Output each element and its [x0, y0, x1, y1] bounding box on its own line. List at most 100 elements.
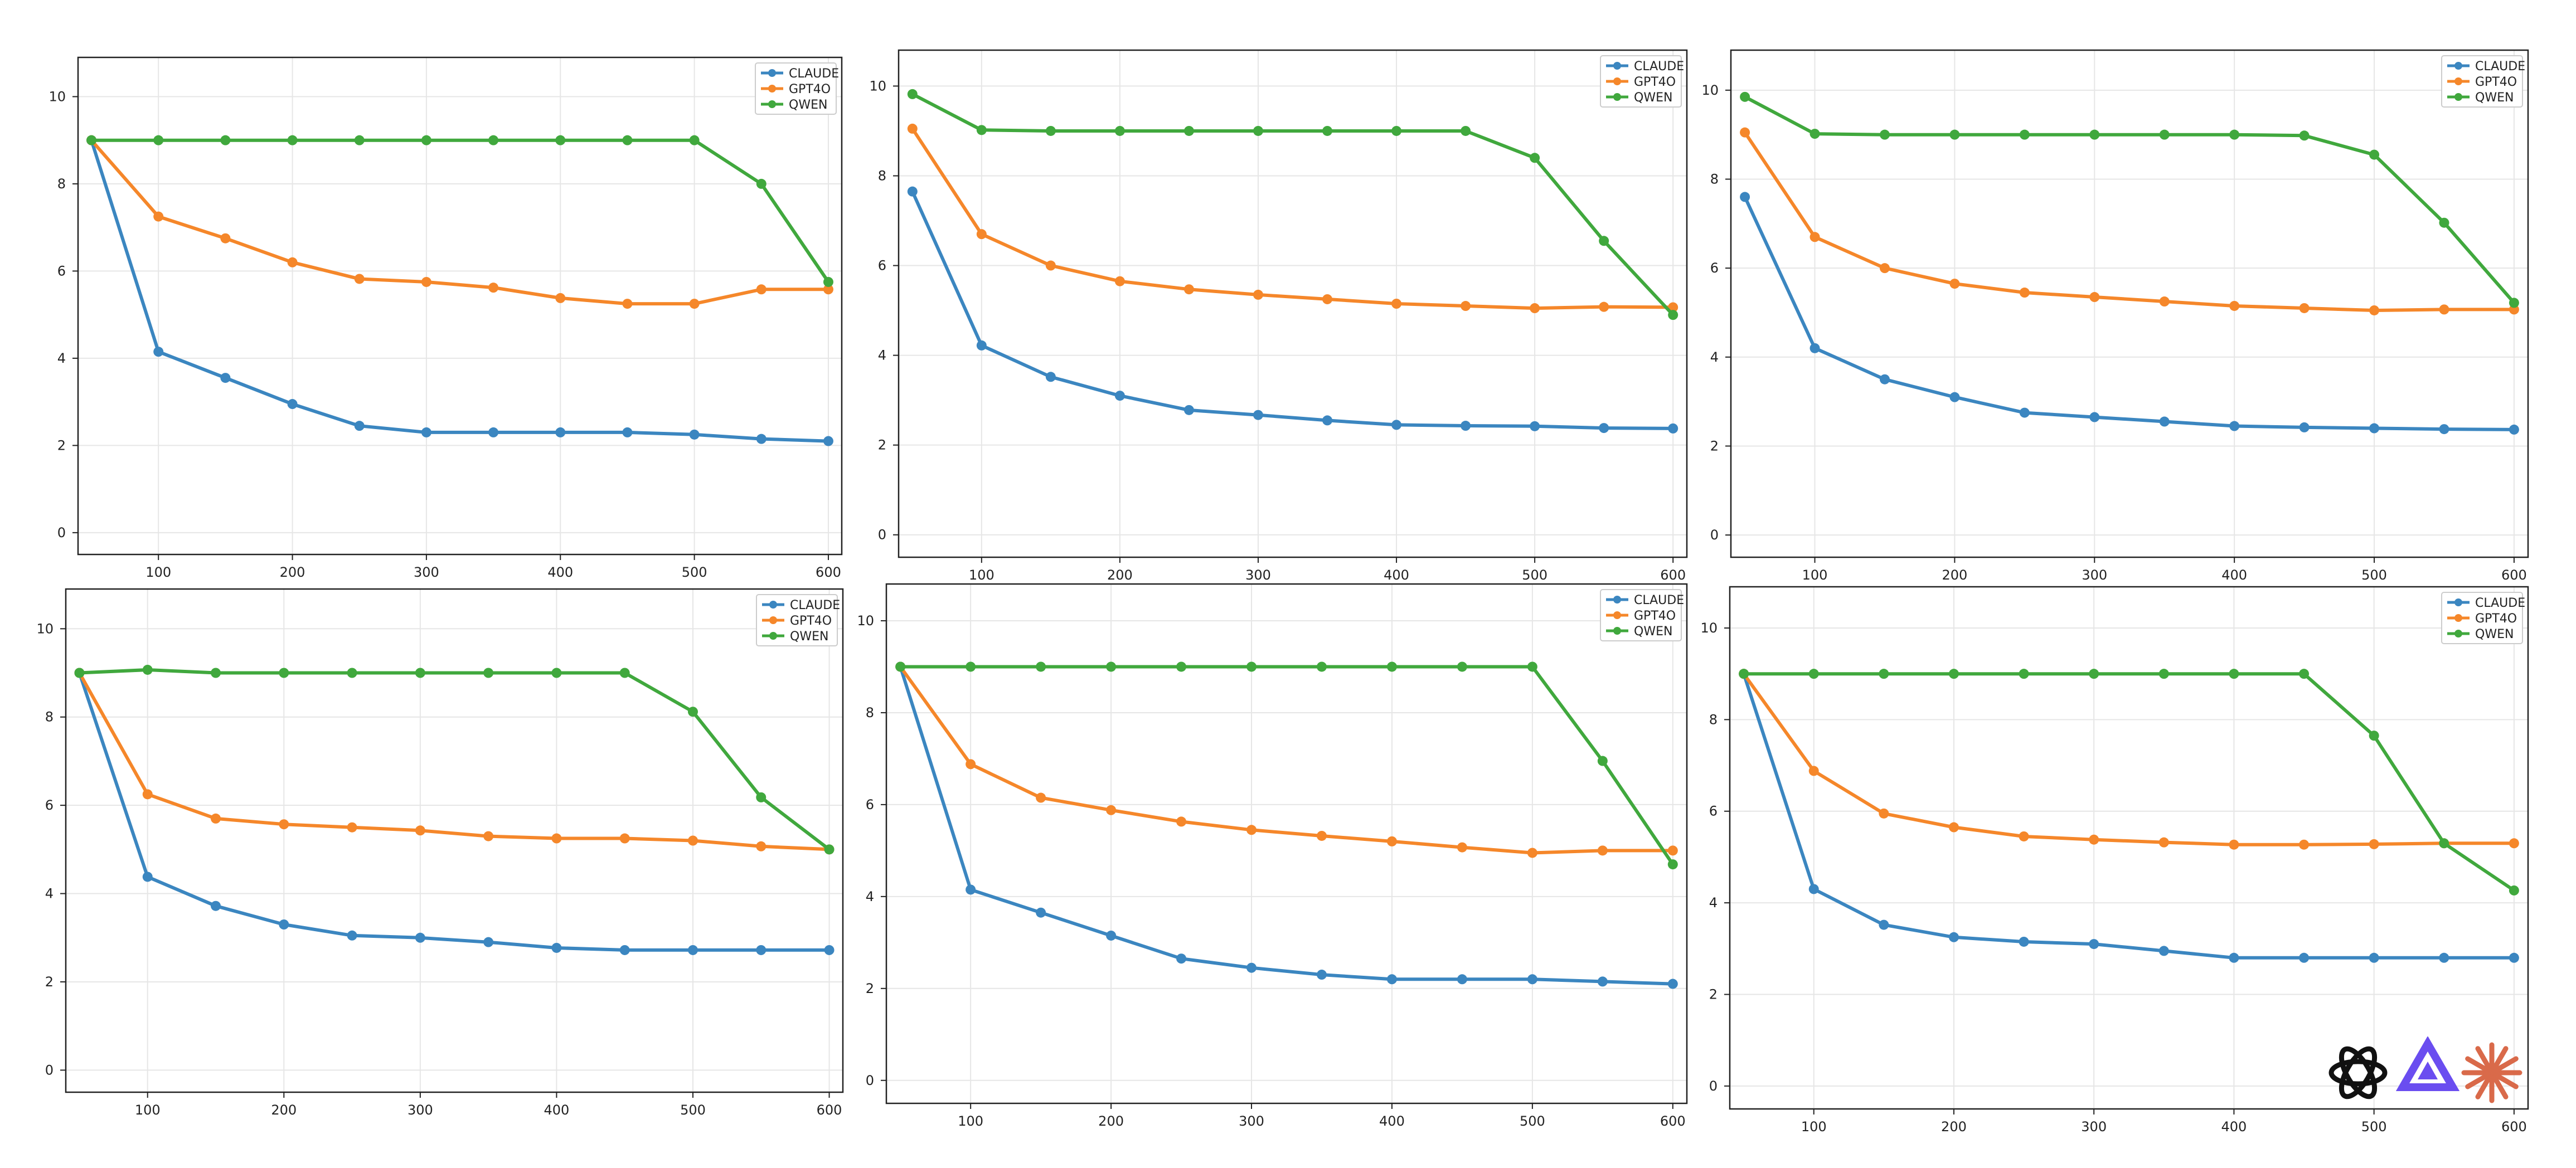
- x-tick-label: 400: [1384, 567, 1409, 583]
- data-point-qwen: [2158, 669, 2169, 679]
- data-point-claude: [2299, 952, 2310, 963]
- x-tick-label: 100: [135, 1102, 161, 1118]
- y-tick-label: 0: [1710, 527, 1719, 543]
- x-tick-label: 300: [2082, 567, 2107, 583]
- data-point-claude: [619, 945, 630, 955]
- x-tick-label: 400: [544, 1102, 570, 1118]
- data-point-gpt4o: [619, 833, 630, 844]
- y-tick-label: 0: [57, 525, 66, 541]
- data-point-gpt4o: [1457, 842, 1467, 853]
- data-point-qwen: [824, 844, 835, 855]
- data-point-qwen: [907, 89, 918, 99]
- data-point-claude: [488, 427, 499, 437]
- legend-box: [1600, 589, 1682, 641]
- data-point-qwen: [415, 668, 425, 678]
- y-tick-label: 6: [45, 797, 54, 813]
- plot-frame: [885, 583, 1688, 1104]
- data-point-qwen: [1246, 661, 1257, 672]
- data-point-claude: [1045, 372, 1056, 382]
- x-tick-label: 500: [2361, 1119, 2387, 1135]
- data-point-gpt4o: [1461, 301, 1471, 312]
- data-point-qwen: [1808, 669, 1819, 679]
- series-line-gpt4o: [1743, 132, 2514, 312]
- legend-marker-claude: [2454, 62, 2462, 70]
- y-tick-label: 4: [1710, 349, 1719, 365]
- data-point-gpt4o: [1740, 127, 1750, 138]
- legend-label-gpt4o: GPT4O: [1634, 75, 1676, 89]
- data-point-gpt4o: [689, 299, 700, 309]
- legend-marker-qwen: [2454, 630, 2462, 637]
- data-point-claude: [2439, 952, 2449, 963]
- data-point-claude: [347, 930, 357, 941]
- legend-marker-qwen: [769, 632, 777, 640]
- data-point-qwen: [421, 135, 431, 145]
- data-point-claude: [1808, 884, 1819, 894]
- data-point-gpt4o: [2369, 839, 2379, 849]
- x-tick-label: 500: [1522, 567, 1547, 583]
- data-point-qwen: [966, 661, 976, 672]
- data-point-claude: [354, 421, 365, 431]
- x-tick-label: 600: [1660, 567, 1686, 583]
- legend-label-gpt4o: GPT4O: [2475, 75, 2517, 89]
- data-point-claude: [2229, 421, 2240, 431]
- data-point-gpt4o: [1948, 822, 1959, 833]
- data-point-claude: [622, 427, 633, 437]
- series-line-gpt4o: [77, 672, 829, 851]
- data-point-gpt4o: [622, 299, 633, 309]
- series-line-qwen: [91, 138, 830, 283]
- legend-marker-claude: [1613, 62, 1621, 70]
- data-point-qwen: [2159, 129, 2170, 140]
- x-tick-label: 400: [2221, 567, 2247, 583]
- data-point-gpt4o: [1246, 825, 1257, 835]
- data-point-claude: [1457, 974, 1467, 985]
- x-tick-label: 600: [2501, 1119, 2527, 1135]
- x-tick-label: 400: [547, 564, 573, 580]
- data-point-gpt4o: [2229, 300, 2240, 311]
- plot-frame: [77, 56, 843, 556]
- data-point-claude: [1668, 423, 1678, 434]
- data-point-claude: [153, 347, 164, 357]
- data-point-claude: [1114, 391, 1125, 401]
- x-tick-label: 100: [145, 564, 171, 580]
- data-point-gpt4o: [1808, 766, 1819, 776]
- data-point-gpt4o: [347, 822, 357, 833]
- y-tick-label: 10: [48, 89, 66, 104]
- data-point-gpt4o: [421, 276, 431, 287]
- legend-marker-claude: [768, 69, 776, 77]
- series-line-claude: [911, 191, 1673, 430]
- y-tick-label: 6: [1709, 804, 1718, 819]
- y-tick-label: 8: [1710, 171, 1719, 187]
- data-point-gpt4o: [1114, 276, 1125, 286]
- data-point-qwen: [2439, 217, 2449, 228]
- data-point-qwen: [2439, 838, 2449, 849]
- qwen-logo: [2395, 1035, 2460, 1091]
- openai-logo: [2328, 1046, 2388, 1099]
- legend-label-qwen: QWEN: [1634, 91, 1672, 105]
- data-point-gpt4o: [2019, 831, 2029, 841]
- legend-marker-claude: [769, 601, 777, 609]
- x-tick-label: 200: [1942, 567, 1967, 583]
- data-point-gpt4o: [1949, 279, 1960, 289]
- y-tick-label: 10: [1701, 82, 1719, 98]
- legend-marker-gpt4o: [1613, 611, 1621, 619]
- data-point-claude: [2369, 952, 2379, 963]
- data-point-claude: [1176, 953, 1187, 964]
- data-point-gpt4o: [2299, 839, 2310, 850]
- data-point-qwen: [2229, 129, 2240, 140]
- data-point-claude: [421, 427, 431, 437]
- data-point-qwen: [1809, 129, 1820, 139]
- legend-box: [1600, 55, 1682, 108]
- data-point-claude: [279, 919, 289, 929]
- data-point-claude: [551, 942, 562, 953]
- legend-label-gpt4o: GPT4O: [789, 82, 831, 96]
- data-point-gpt4o: [2089, 834, 2099, 845]
- x-tick-label: 300: [1239, 1113, 1264, 1129]
- data-point-qwen: [1457, 661, 1467, 672]
- data-point-gpt4o: [1322, 294, 1333, 304]
- x-tick-label: 400: [1379, 1113, 1405, 1129]
- y-tick-label: 0: [866, 1073, 874, 1088]
